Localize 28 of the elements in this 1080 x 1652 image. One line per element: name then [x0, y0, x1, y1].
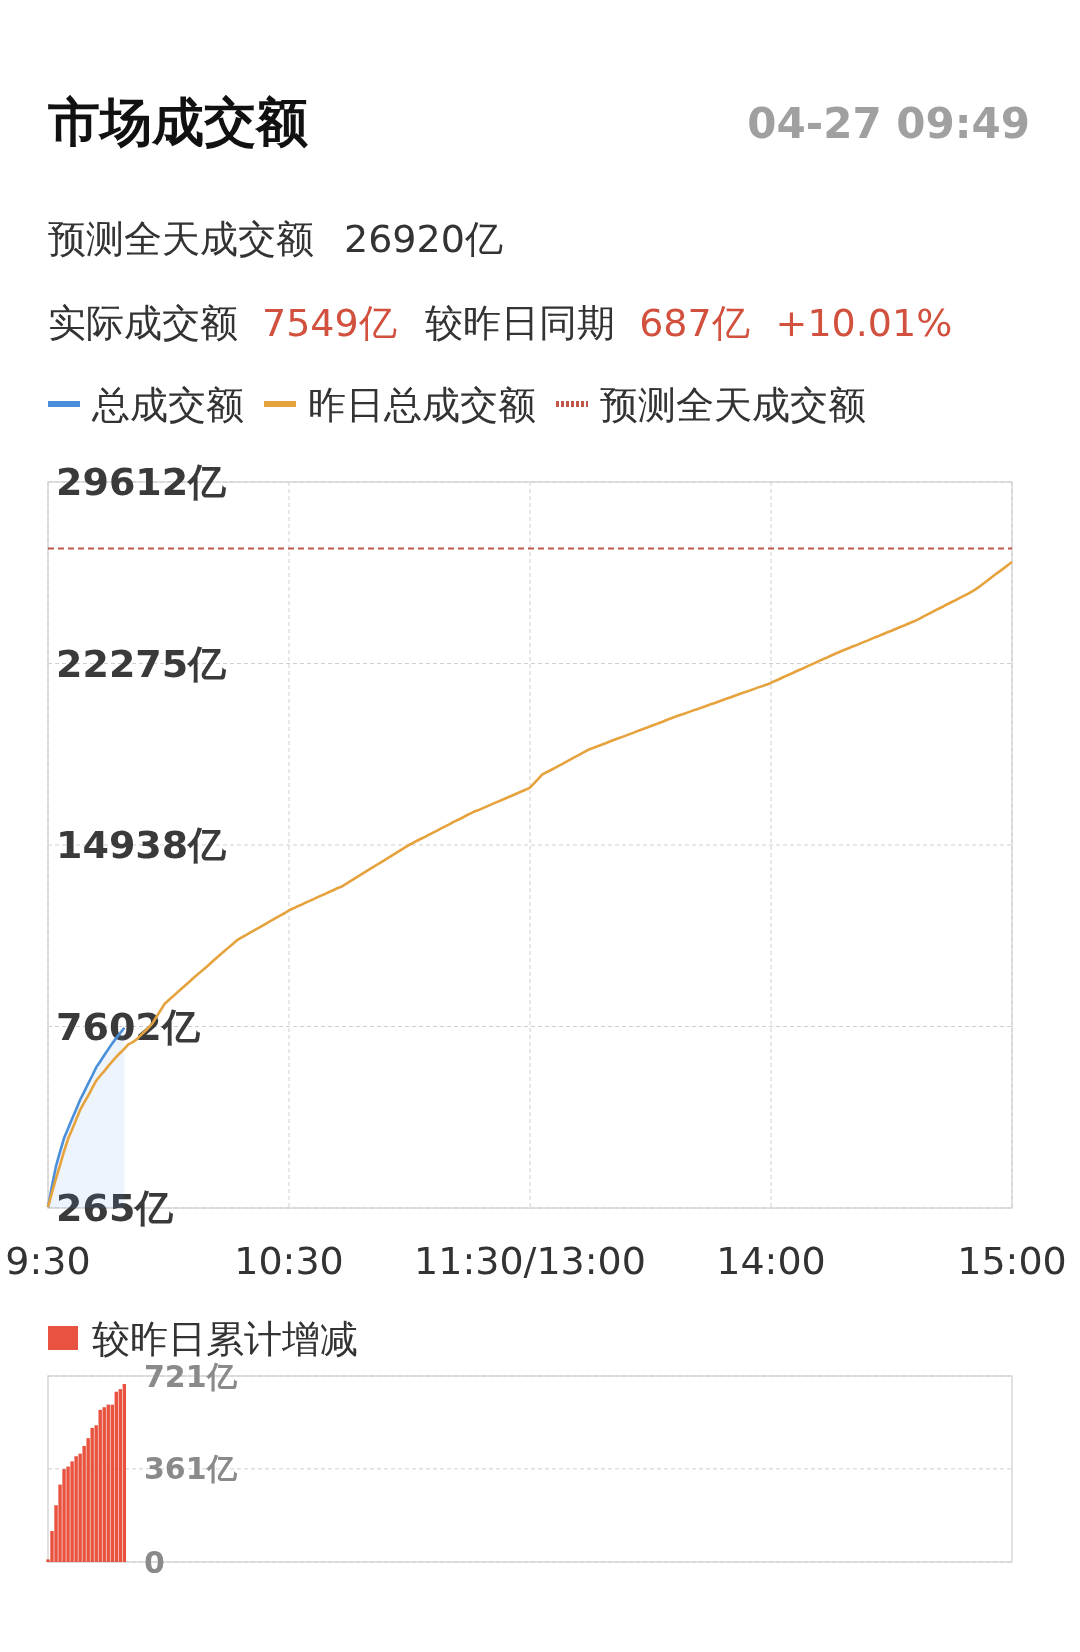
chart-title: 市场成交额	[47, 92, 308, 152]
text: +10.01%	[775, 301, 953, 345]
x-tick-label: 10:30	[234, 1239, 344, 1283]
x-tick-label: 14:00	[716, 1239, 826, 1283]
y-tick-label: 265亿	[56, 1186, 175, 1231]
legend-label: 总成交额	[91, 383, 244, 427]
text: 较昨日同期	[425, 301, 616, 345]
text: 实际成交额	[48, 301, 238, 345]
legend-label: 较昨日累计增减	[92, 1317, 358, 1361]
y-tick-label: 29612亿	[56, 460, 228, 505]
bar	[74, 1456, 78, 1562]
y-tick-label: 0	[144, 1544, 165, 1580]
legend-label: 昨日总成交额	[308, 383, 536, 427]
x-tick-label: 9:30	[5, 1239, 91, 1283]
text: 687亿	[639, 301, 750, 345]
text: 26920亿	[344, 217, 503, 261]
text: 7549亿	[262, 301, 397, 345]
y-tick-label: 361亿	[144, 1451, 238, 1487]
text: 预测全天成交额	[48, 217, 314, 261]
legend-label: 预测全天成交额	[600, 383, 866, 427]
bar	[62, 1469, 66, 1562]
x-tick-label: 15:00	[957, 1239, 1067, 1283]
y-tick-label: 721亿	[144, 1358, 238, 1394]
x-tick-label: 11:30/13:00	[414, 1239, 646, 1283]
y-tick-label: 22275亿	[56, 641, 228, 686]
text: 04-27 09:49	[747, 99, 1030, 148]
y-tick-label: 14938亿	[56, 823, 228, 868]
bar	[90, 1427, 94, 1562]
